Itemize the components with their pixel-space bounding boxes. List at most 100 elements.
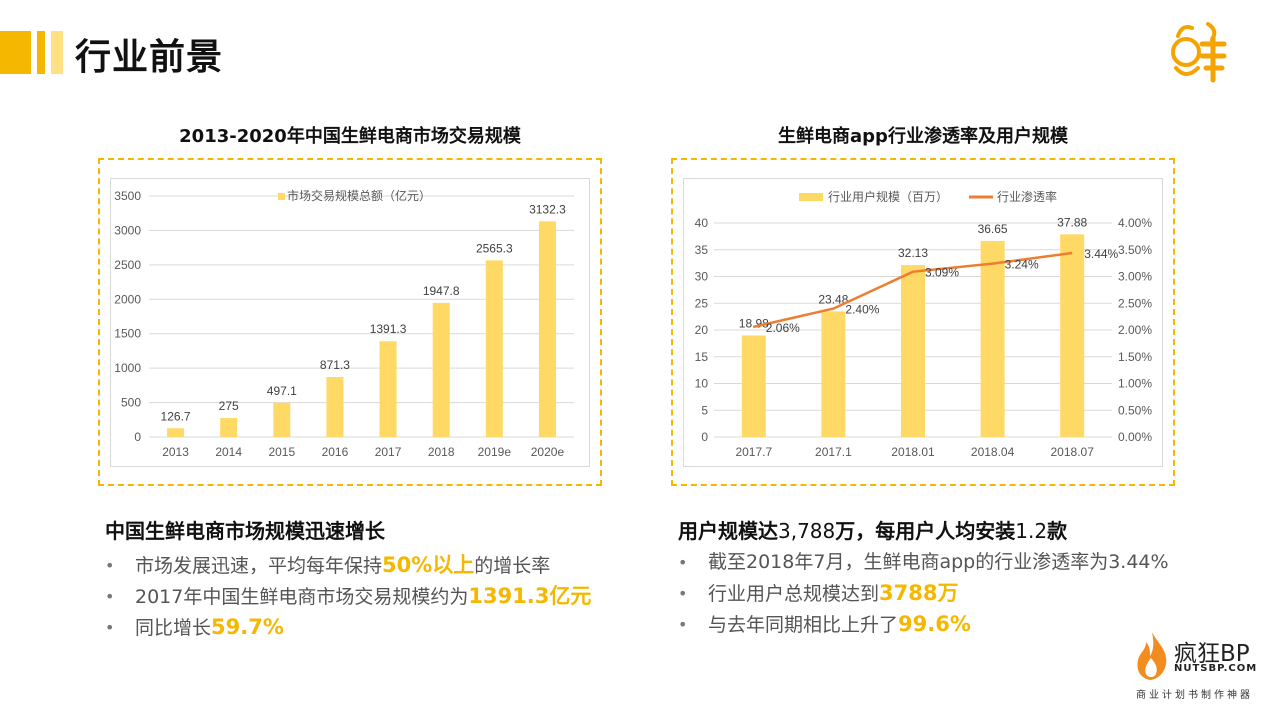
bar: [980, 240, 1005, 437]
left-section-heading: 中国生鲜电商市场规模迅速增长: [105, 519, 385, 543]
y-tick-label: 3000: [114, 223, 141, 237]
data-label: 2565.3: [476, 241, 513, 255]
penetration-line: [753, 251, 1073, 329]
list-item: 行业用户总规模达到3788万: [678, 578, 1169, 609]
y-tick-label: 2500: [114, 258, 141, 272]
y2-tick-label: 3.50%: [1118, 243, 1152, 257]
data-label: 126.7: [161, 409, 191, 423]
x-tick-label: 2018.01: [891, 445, 935, 459]
x-tick-label: 2014: [215, 445, 242, 459]
data-label: 1391.3: [370, 322, 407, 336]
y-tick-label: 0: [701, 430, 708, 444]
bar: [379, 341, 397, 437]
x-tick-label: 2016: [322, 445, 349, 459]
y-tick-label: 1500: [114, 327, 141, 341]
left-chart-frame: [98, 158, 602, 486]
x-tick-label: 2017: [375, 445, 402, 459]
x-tick-label: 2013: [162, 445, 189, 459]
data-label: 871.3: [320, 358, 350, 372]
y2-tick-label: 0.00%: [1118, 430, 1152, 444]
y-tick-label: 25: [695, 296, 709, 310]
right-section-heading: 用户规模达3,788万，每用户人均安装1.2款: [678, 519, 1068, 543]
y-tick-label: 5: [701, 403, 708, 417]
y-tick-label: 15: [695, 350, 709, 364]
y2-tick-label: 2.50%: [1118, 296, 1152, 310]
brand-url: NUTSBP.COM: [1174, 663, 1258, 674]
x-tick-label: 2017.7: [735, 445, 772, 459]
bar-data-label: 36.65: [978, 222, 1008, 236]
right-chart-title: 生鲜电商app行业渗透率及用户规模: [778, 126, 1068, 147]
bar: [167, 428, 185, 437]
data-label: 275: [219, 399, 239, 413]
list-item: 2017年中国生鲜电商市场交易规模约为1391.3亿元: [105, 581, 591, 612]
brand-block: 疯狂BP NUTSBP.COM 商业计划书制作神器: [1132, 630, 1258, 701]
bar-data-label: 23.48: [818, 292, 848, 306]
x-tick-label: 2020e: [531, 445, 565, 459]
list-item: 同比增长59.7%: [105, 612, 591, 643]
x-tick-label: 2019e: [478, 445, 512, 459]
list-item: 与去年同期相比上升了99.6%: [678, 609, 1169, 640]
x-tick-label: 2017.1: [815, 445, 852, 459]
y-tick-label: 2000: [114, 292, 141, 306]
y2-tick-label: 4.00%: [1118, 216, 1152, 230]
line-data-label: 2.06%: [766, 321, 800, 335]
y2-tick-label: 1.00%: [1118, 377, 1152, 391]
data-label: 497.1: [267, 384, 297, 398]
y2-tick-label: 1.50%: [1118, 350, 1152, 364]
line-data-label: 3.24%: [1005, 258, 1039, 272]
bar: [741, 335, 766, 437]
line-data-label: 2.40%: [845, 303, 879, 317]
bar: [821, 311, 846, 437]
page-title: 行业前景: [75, 37, 224, 78]
line-data-label: 3.44%: [1084, 247, 1118, 261]
left-chart-plot-area: 0 500 1000 1500 2000 2500 3000 3500 126.7 2013 275…: [110, 178, 590, 467]
list-item: 截至2018年7月，生鲜电商app的行业渗透率为3.44%: [678, 547, 1169, 578]
legend-label: 行业渗透率: [997, 189, 1057, 204]
y2-tick-label: 2.00%: [1118, 323, 1152, 337]
y2-tick-label: 0.50%: [1118, 403, 1152, 417]
fresh-logo-icon: [1168, 18, 1230, 84]
bar: [326, 377, 344, 437]
y-tick-label: 20: [695, 323, 709, 337]
legend-label: 行业用户规模（百万）: [828, 189, 948, 204]
x-tick-label: 2018: [428, 445, 455, 459]
y-tick-label: 1000: [114, 361, 141, 375]
x-tick-label: 2018.04: [971, 445, 1015, 459]
y-tick-label: 3500: [114, 189, 141, 203]
data-label: 1947.8: [423, 284, 460, 298]
bar: [901, 265, 925, 437]
data-label: 3132.3: [529, 202, 566, 216]
left-chart-svg: 0 500 1000 1500 2000 2500 3000 3500 126.7 2013 275…: [114, 188, 574, 459]
right-chart-frame: [671, 158, 1175, 486]
accent-bar: [51, 31, 63, 74]
left-chart-title: 2013-2020年中国生鲜电商市场交易规模: [179, 126, 521, 147]
y2-tick-label: 3.00%: [1118, 270, 1152, 284]
right-chart-svg: 0 0.00% 5 0.50% 10 1.00% 15 1.50% 20 2.00% 25 2.50%…: [695, 189, 1153, 459]
list-item: 市场发展迅速，平均每年保持50%以上的增长率: [105, 550, 591, 581]
bar-data-label: 32.13: [898, 246, 928, 260]
brand-name: 疯狂BP: [1174, 641, 1250, 667]
accent-bar: [0, 31, 31, 74]
bar: [538, 221, 556, 437]
flame-logo-icon: [1137, 632, 1167, 680]
y-tick-label: 40: [695, 216, 709, 230]
line-data-label: 3.09%: [925, 266, 959, 280]
x-tick-label: 2015: [268, 445, 295, 459]
bar-data-label: 37.88: [1057, 215, 1087, 229]
legend-swatch: [278, 193, 285, 200]
right-bullet-list: 截至2018年7月，生鲜电商app的行业渗透率为3.44% 行业用户总规模达到3…: [678, 547, 1169, 640]
legend-swatch: [799, 193, 823, 201]
accent-bar: [37, 31, 45, 74]
y-tick-label: 35: [695, 243, 709, 257]
bar-data-label: 18.98: [739, 316, 769, 330]
bar: [1060, 234, 1085, 437]
bar: [485, 260, 503, 437]
legend-label: 市场交易规模总额（亿元）: [287, 188, 431, 203]
y-tick-label: 30: [695, 270, 709, 284]
y-tick-label: 10: [695, 377, 709, 391]
brand-slogan: 商业计划书制作神器: [1136, 690, 1253, 701]
right-chart-plot-area: 0 0.00% 5 0.50% 10 1.00% 15 1.50% 20 2.00% 25 2.50%…: [683, 178, 1163, 467]
x-tick-label: 2018.07: [1051, 445, 1095, 459]
bar: [273, 402, 291, 437]
y-tick-label: 0: [134, 430, 141, 444]
